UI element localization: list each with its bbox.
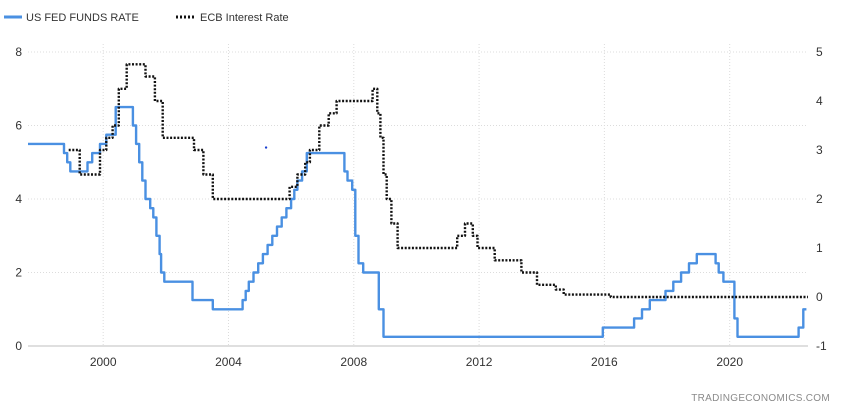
series-layer xyxy=(28,63,808,338)
y-left-tick-label: 2 xyxy=(15,266,22,280)
y-left-tick-label: 6 xyxy=(15,119,22,133)
legend-label-us-fed-funds-rate: US FED FUNDS RATE xyxy=(26,12,139,24)
x-tick-label: 2020 xyxy=(716,355,743,369)
y-right-tick-label: 4 xyxy=(816,94,823,108)
y-right-tick-label: 1 xyxy=(816,241,823,255)
y-left-tick-label: 8 xyxy=(15,45,22,59)
y-right-tick-label: 0 xyxy=(816,290,823,304)
series-line-us-fed-funds-rate xyxy=(28,105,807,338)
y-right-tick-label: 2 xyxy=(816,192,823,206)
x-tick-label: 2008 xyxy=(340,355,367,369)
y-right-tick-label: 3 xyxy=(816,143,823,157)
y-right-tick-label: -1 xyxy=(816,339,827,353)
x-tick-label: 2000 xyxy=(90,355,117,369)
x-tick-label: 2004 xyxy=(215,355,242,369)
x-tick-label: 2016 xyxy=(591,355,618,369)
x-tick-label: 2012 xyxy=(466,355,493,369)
y-left-tick-label: 0 xyxy=(15,339,22,353)
stray-marker-point xyxy=(264,146,268,149)
y-right-tick-label: 5 xyxy=(816,45,823,59)
source-credit: TRADINGECONOMICS.COM xyxy=(691,393,830,404)
legend: US FED FUNDS RATE ECB Interest Rate xyxy=(4,12,289,24)
axes: 0 2 4 6 8 -1 0 1 2 3 4 5 2000 2004 2008 2012 2016 2020 xyxy=(15,45,827,369)
series-line-ecb-interest-rate xyxy=(68,63,808,299)
legend-label-ecb-interest-rate: ECB Interest Rate xyxy=(200,12,289,24)
y-left-tick-label: 4 xyxy=(15,192,22,206)
